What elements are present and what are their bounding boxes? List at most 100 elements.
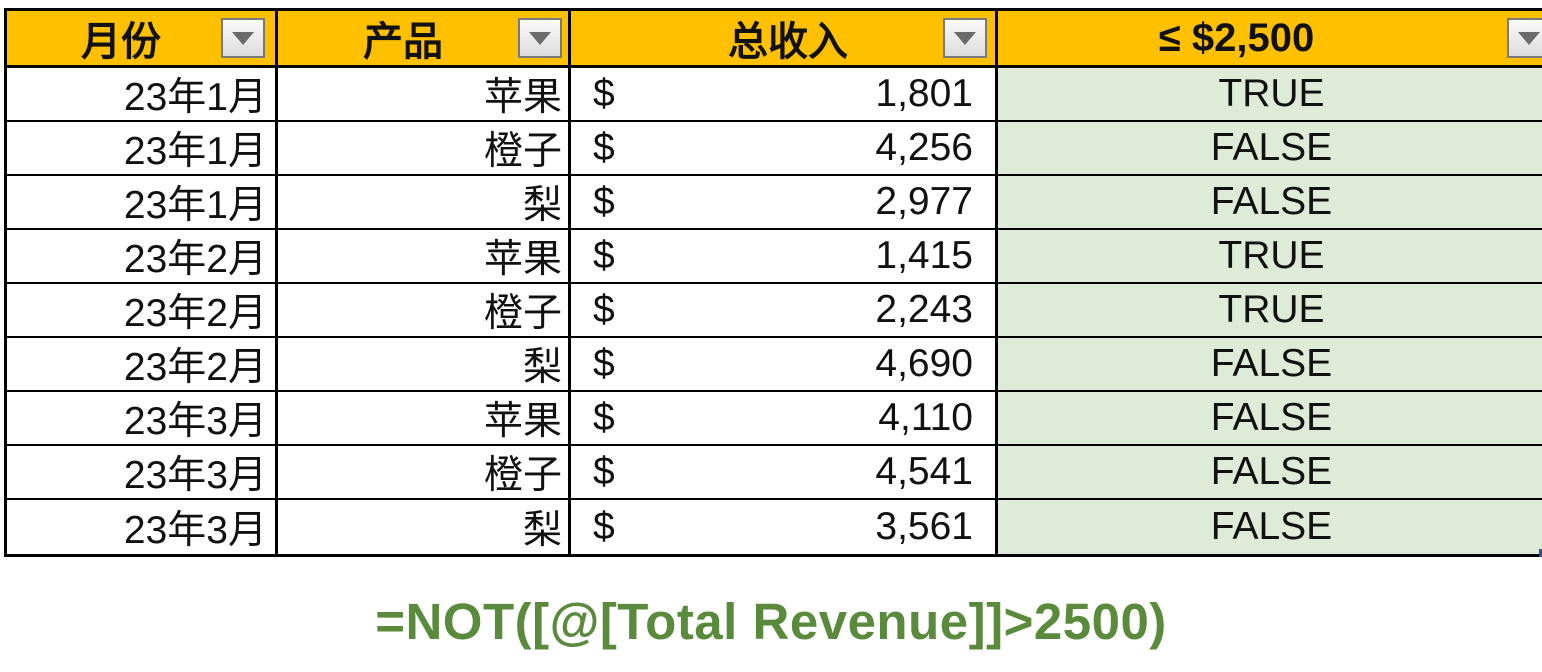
cell-product-text: 橙子 [483,130,562,173]
cell-month-text: 23年2月 [123,292,267,335]
cell-month-text: 23年3月 [123,400,267,443]
cell-month[interactable]: 23年2月 [7,230,278,282]
cell-revenue-value: 4,541 [875,450,973,493]
cell-product[interactable]: 梨 [278,176,571,228]
cell-flag[interactable]: FALSE [998,392,1542,444]
cell-revenue[interactable]: $ 4,690 [571,338,998,390]
cell-flag-text: FALSE [1210,180,1333,223]
cell-product-text: 橙子 [483,292,562,335]
header-cell-product[interactable]: 产品 [278,11,571,65]
header-label-revenue: 总收入 [728,20,848,64]
header-cell-revenue[interactable]: 总收入 [571,11,998,65]
spreadsheet-table: 月份 产品 总收入 ≤ $2,500 23年1月 [4,8,1542,557]
cell-product-text: 苹果 [483,238,562,281]
currency-symbol: $ [593,505,615,548]
cell-revenue[interactable]: $ 4,541 [571,446,998,498]
header-label-product: 产品 [363,20,443,64]
cell-product-text: 橙子 [483,454,562,497]
cell-month-text: 23年1月 [123,130,267,173]
cell-revenue[interactable]: $ 4,110 [571,392,998,444]
filter-button-product[interactable] [518,18,562,58]
cell-month-text: 23年1月 [123,184,267,227]
currency-symbol: $ [593,180,615,223]
cell-revenue-value: 1,801 [875,72,973,115]
cell-product[interactable]: 梨 [278,500,571,554]
cell-revenue-value: 3,561 [875,505,973,548]
cell-product[interactable]: 橙子 [278,446,571,498]
cell-flag[interactable]: TRUE [998,68,1542,120]
cell-product-text: 梨 [522,184,562,227]
cell-flag[interactable]: FALSE [998,176,1542,228]
cell-flag-text: FALSE [1210,505,1333,548]
cell-month-text: 23年3月 [123,454,267,497]
formula-caption: =NOT([@[Total Revenue]]>2500) [375,593,1167,650]
cell-revenue-value: 4,256 [875,126,973,169]
table-row: 23年2月 苹果 $ 1,415 TRUE [7,230,1542,284]
cell-revenue[interactable]: $ 1,415 [571,230,998,282]
currency-symbol: $ [593,450,615,493]
cell-flag[interactable]: TRUE [998,230,1542,282]
dropdown-arrow-icon [529,31,551,45]
cell-flag-text: TRUE [1218,72,1325,115]
cell-month-text: 23年2月 [123,346,267,389]
cell-flag[interactable]: TRUE [998,284,1542,336]
cell-month-text: 23年2月 [123,238,267,281]
currency-symbol: $ [593,234,615,277]
cell-revenue-value: 2,243 [875,288,973,331]
currency-symbol: $ [593,72,615,115]
cell-revenue-value: 1,415 [875,234,973,277]
cell-product[interactable]: 苹果 [278,392,571,444]
cell-revenue[interactable]: $ 1,801 [571,68,998,120]
cell-revenue[interactable]: $ 2,977 [571,176,998,228]
cell-month[interactable]: 23年1月 [7,122,278,174]
cell-flag[interactable]: FALSE [998,122,1542,174]
table-row: 23年1月 苹果 $ 1,801 TRUE [7,68,1542,122]
table-header-row: 月份 产品 总收入 ≤ $2,500 [7,11,1542,68]
cell-product-text: 苹果 [483,76,562,119]
cell-product[interactable]: 梨 [278,338,571,390]
cell-revenue-value: 4,690 [875,342,973,385]
cell-month[interactable]: 23年2月 [7,284,278,336]
cell-product[interactable]: 橙子 [278,122,571,174]
dropdown-arrow-icon [1518,31,1540,45]
cell-revenue[interactable]: $ 2,243 [571,284,998,336]
header-cell-month[interactable]: 月份 [7,11,278,65]
cell-flag-text: FALSE [1210,342,1333,385]
cell-month[interactable]: 23年1月 [7,176,278,228]
currency-symbol: $ [593,342,615,385]
cell-revenue-value: 2,977 [875,180,973,223]
cell-flag-text: FALSE [1210,450,1333,493]
cell-month-text: 23年3月 [123,509,267,552]
table-resize-handle[interactable] [1539,549,1542,557]
table-row: 23年1月 橙子 $ 4,256 FALSE [7,122,1542,176]
cell-flag[interactable]: FALSE [998,338,1542,390]
cell-revenue-value: 4,110 [878,396,973,439]
table-row: 23年2月 梨 $ 4,690 FALSE [7,338,1542,392]
cell-month[interactable]: 23年1月 [7,68,278,120]
cell-product[interactable]: 苹果 [278,68,571,120]
cell-flag[interactable]: FALSE [998,500,1542,554]
header-cell-flag[interactable]: ≤ $2,500 [998,11,1542,65]
cell-month[interactable]: 23年3月 [7,392,278,444]
currency-symbol: $ [593,126,615,169]
filter-button-flag[interactable] [1507,18,1542,58]
filter-button-revenue[interactable] [943,18,987,58]
cell-revenue[interactable]: $ 4,256 [571,122,998,174]
cell-month[interactable]: 23年3月 [7,500,278,554]
filter-button-month[interactable] [221,18,265,58]
table-row: 23年3月 橙子 $ 4,541 FALSE [7,446,1542,500]
header-label-month: 月份 [81,20,161,64]
cell-product-text: 梨 [522,509,562,552]
cell-flag[interactable]: FALSE [998,446,1542,498]
cell-revenue[interactable]: $ 3,561 [571,500,998,554]
table-row: 23年1月 梨 $ 2,977 FALSE [7,176,1542,230]
cell-product[interactable]: 橙子 [278,284,571,336]
cell-product[interactable]: 苹果 [278,230,571,282]
cell-month[interactable]: 23年3月 [7,446,278,498]
table-row: 23年3月 苹果 $ 4,110 FALSE [7,392,1542,446]
table-row: 23年2月 橙子 $ 2,243 TRUE [7,284,1542,338]
header-label-flag: ≤ $2,500 [1158,15,1315,60]
cell-flag-text: TRUE [1218,288,1325,331]
cell-month[interactable]: 23年2月 [7,338,278,390]
table-row: 23年3月 梨 $ 3,561 FALSE [7,500,1542,554]
